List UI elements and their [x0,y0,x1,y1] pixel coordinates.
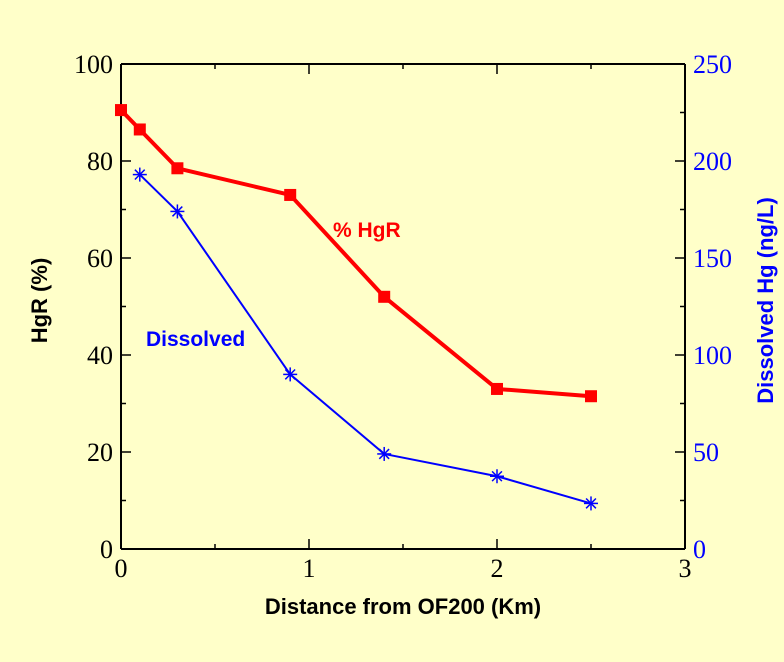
series-label-dissolved: Dissolved [146,328,245,351]
data-point-dissolved [170,204,185,219]
y-left-tick-label: 60 [87,244,113,273]
data-point-dissolved [377,446,392,461]
y-left-tick-label: 0 [100,535,113,564]
markers-group [115,104,598,511]
series-line-dissolved [139,173,592,505]
x-axis-title: Distance from OF200 (Km) [265,594,541,619]
y-right-tick-label: 150 [693,244,732,273]
y-left-tick-label: 40 [87,341,113,370]
y-right-tick-label: 250 [693,50,732,79]
data-point-hgr [171,162,184,175]
data-point-hgr [133,123,146,136]
y-left-tick-label: 20 [87,438,113,467]
right-y-axis-title: Dissolved Hg (ng/L) [753,197,778,404]
data-point-hgr [491,382,503,395]
data-point-hgr [284,188,297,201]
y-right-tick-label: 50 [693,438,719,467]
ticks-group [120,63,686,550]
y-left-tick-label: 80 [87,147,113,176]
data-point-dissolved [584,496,598,511]
y-right-tick-label: 100 [693,341,732,370]
x-tick-label: 1 [303,554,316,583]
x-tick-label: 3 [679,554,692,583]
data-point-hgr [585,390,597,403]
data-point-dissolved [283,367,298,382]
series-label-hgr: % HgR [333,219,401,242]
y-right-tick-label: 0 [693,535,706,564]
data-point-dissolved [132,167,147,182]
y-right-tick-label: 200 [693,147,732,176]
x-tick-label: 0 [115,554,128,583]
x-tick-label: 2 [491,554,504,583]
data-point-dissolved [490,469,504,484]
y-left-tick-label: 100 [74,50,113,79]
data-point-hgr [115,104,127,117]
left-y-axis-title: HgR (%) [27,258,52,344]
data-point-hgr [378,290,391,303]
